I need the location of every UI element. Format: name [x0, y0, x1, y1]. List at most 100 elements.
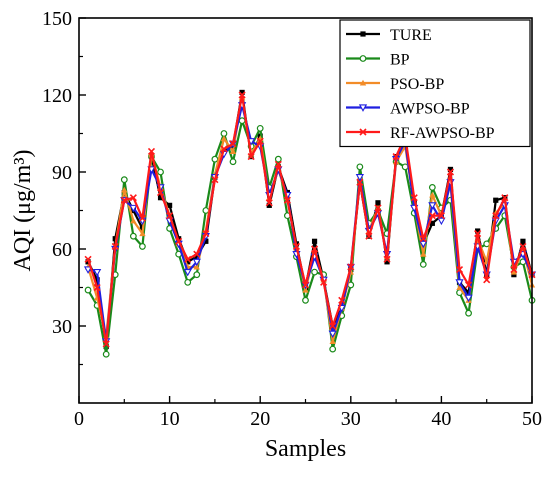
- legend-swatch-marker: [359, 55, 367, 62]
- data-point: [320, 278, 328, 286]
- x-tick-label: 10: [160, 408, 180, 430]
- data-point: [193, 250, 201, 258]
- data-point: [185, 259, 191, 265]
- data-point: [121, 186, 128, 193]
- x-tick-label: 0: [74, 408, 84, 430]
- legend-swatch-marker: [359, 79, 367, 86]
- legend-label: RF-AWPSO-BP: [390, 125, 495, 142]
- data-point: [92, 268, 102, 277]
- data-point: [274, 155, 282, 163]
- data-point: [274, 160, 282, 168]
- legend-entry-bp: BP: [346, 52, 410, 69]
- data-point: [492, 212, 500, 220]
- data-point: [102, 350, 110, 358]
- data-point: [229, 158, 237, 166]
- x-tick-label: 20: [250, 408, 270, 430]
- data-point: [465, 281, 473, 289]
- data-point: [437, 212, 445, 220]
- data-point: [302, 296, 309, 304]
- data-point: [447, 166, 454, 173]
- series-line: [87, 93, 534, 346]
- legend-label: TURE: [390, 27, 432, 44]
- data-point: [519, 242, 527, 250]
- legend-entry-ture: TURE: [346, 27, 432, 44]
- legend-label: PSO-BP: [390, 76, 444, 93]
- data-point: [93, 283, 101, 292]
- data-point: [474, 230, 482, 238]
- data-point: [157, 195, 164, 201]
- data-point: [229, 148, 237, 155]
- data-point: [102, 340, 110, 348]
- data-point: [301, 281, 310, 289]
- data-point: [139, 243, 146, 250]
- x-tick-label: 30: [341, 408, 361, 430]
- data-point: [437, 217, 446, 226]
- data-point: [475, 228, 481, 234]
- y-tick-label: 150: [42, 8, 72, 30]
- data-point: [247, 153, 255, 161]
- data-point: [220, 135, 228, 142]
- series-rf-awpso-bp: [84, 91, 536, 348]
- axes: 0 10 20 30 40 50 30 60 90 120 150: [42, 8, 542, 430]
- data-point: [311, 268, 318, 276]
- data-point: [374, 204, 382, 212]
- data-point: [419, 261, 427, 268]
- data-point: [311, 238, 318, 244]
- x-axis-title: Samples: [265, 436, 346, 462]
- data-point: [292, 242, 301, 250]
- data-point: [446, 168, 455, 176]
- data-point: [129, 194, 137, 202]
- data-point: [238, 91, 246, 99]
- data-point: [130, 217, 137, 224]
- data-point: [329, 338, 336, 344]
- data-point: [338, 296, 346, 304]
- data-point: [256, 124, 264, 132]
- data-point: [420, 250, 427, 257]
- data-point: [120, 196, 128, 204]
- data-point: [84, 286, 92, 294]
- data-point: [203, 238, 209, 244]
- data-point: [456, 284, 463, 291]
- data-point: [356, 178, 364, 186]
- data-point: [184, 255, 192, 263]
- plot-area: [83, 89, 537, 358]
- y-tick-label: 90: [52, 162, 72, 184]
- data-point: [383, 255, 391, 263]
- legend: TURE BP PSO-BP AWPSO-BP RF-AWPSO-BP: [339, 19, 531, 148]
- y-axis-title: AQI (μg/m³): [10, 149, 36, 271]
- data-point: [175, 237, 183, 245]
- data-point: [501, 194, 509, 202]
- data-point: [184, 278, 192, 286]
- legend-entry-pso-bp: PSO-BP: [346, 76, 444, 93]
- data-point: [428, 202, 437, 210]
- data-point: [455, 279, 464, 287]
- data-point: [329, 345, 337, 353]
- data-point: [365, 232, 373, 240]
- data-point: [520, 238, 526, 244]
- x-tick-label: 50: [522, 408, 542, 430]
- data-point: [220, 145, 228, 153]
- data-point: [511, 272, 517, 278]
- data-point: [211, 176, 219, 184]
- data-point: [419, 240, 428, 249]
- x-tick-label: 40: [431, 408, 451, 430]
- data-point: [183, 268, 192, 277]
- data-point: [355, 174, 364, 182]
- data-point: [239, 89, 245, 96]
- data-point: [112, 236, 118, 242]
- data-point: [510, 268, 518, 275]
- data-point: [328, 330, 337, 339]
- data-point: [455, 265, 464, 274]
- data-point: [166, 212, 174, 220]
- data-point: [283, 196, 291, 204]
- data-point: [265, 199, 273, 207]
- data-point: [120, 176, 128, 184]
- data-point: [483, 276, 491, 284]
- data-point: [464, 294, 473, 303]
- data-point: [428, 212, 436, 220]
- data-point: [429, 191, 436, 198]
- data-point: [429, 220, 435, 226]
- data-point: [211, 155, 219, 163]
